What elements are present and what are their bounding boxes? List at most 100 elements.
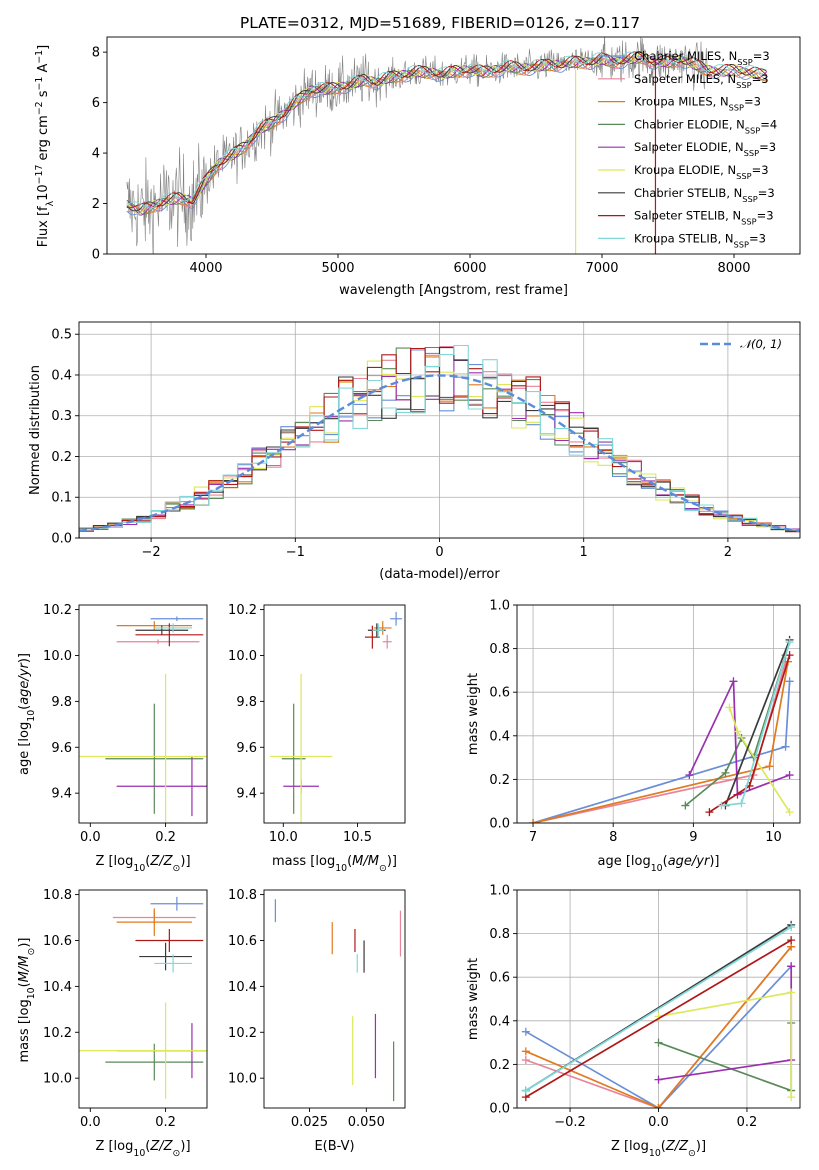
x-tick-label: 0.025	[291, 1115, 328, 1130]
y-tick-label: 0.8	[489, 642, 510, 657]
series-point	[681, 801, 690, 810]
errorbar-salpeter-miles	[116, 639, 200, 645]
axes-frame	[78, 321, 801, 539]
panel-age_vs_Z: 0.0 0.2 9.4 9.6 9.8 10.0 10.2 Z [log10(Z/Z⊙)] ag…	[17, 603, 208, 874]
errorbar-chabrier-elodie	[281, 703, 306, 814]
legend-label-chabrier-stelib: Chabrier STELIB, NSSP=3	[634, 186, 775, 204]
x-axis-label: wavelength [Angstrom, rest frame]	[339, 283, 568, 298]
y-tick-label: 9.6	[236, 741, 257, 756]
x-tick-label: −2	[142, 545, 161, 560]
y-tick-label: 0	[92, 248, 100, 263]
axes-frame	[263, 604, 406, 824]
series-point	[787, 962, 796, 971]
series-point	[787, 988, 796, 997]
x-tick-label: −0.2	[554, 1115, 586, 1130]
x-tick-label: 5000	[321, 261, 354, 276]
y-tick-label: 10.2	[43, 1026, 72, 1041]
series-point	[787, 936, 796, 945]
series-point	[787, 1093, 796, 1102]
series-point	[521, 1027, 530, 1036]
x-tick-label: 10.5	[343, 830, 372, 845]
errorbar-kroupa-elodie	[79, 673, 207, 823]
series-point	[529, 819, 538, 823]
x-axis-label: Z [log10(Z/Z⊙)]	[95, 854, 190, 874]
panel-mass_vs_ebv: 0.025 0.050 10.0 10.2 10.4 10.6 10.8 E(B-V)	[228, 888, 406, 1154]
x-tick-label: 0.0	[80, 830, 101, 845]
y-tick-label: 0.8	[489, 927, 510, 942]
series-point	[521, 1047, 530, 1056]
y-tick-label: 9.8	[51, 695, 72, 710]
y-tick-label: 10.6	[43, 934, 72, 949]
y-tick-label: 0.2	[489, 1058, 510, 1073]
errorbar-kroupa-elodie	[269, 673, 333, 823]
errorbar-salpeter-stelib	[135, 929, 204, 952]
series-point	[717, 801, 726, 810]
y-tick-label: 10.0	[43, 649, 72, 664]
errorbar-salpeter-elodie	[116, 756, 207, 817]
y-tick-label: 9.6	[51, 741, 72, 756]
series-line	[525, 939, 792, 1098]
series-point	[737, 799, 746, 808]
x-axis-label: E(B-V)	[314, 1139, 354, 1154]
legend-label-chabrier-elodie: Chabrier ELODIE, NSSP=4	[634, 117, 777, 135]
series-point	[705, 808, 714, 817]
y-tick-label: 0.4	[489, 1014, 510, 1029]
series-kroupa-miles	[529, 657, 792, 823]
series-point	[781, 742, 790, 751]
axes-frame	[516, 604, 801, 824]
y-tick-label: 0.1	[51, 491, 72, 506]
errorbar-chabrier-elodie	[105, 703, 204, 814]
y-axis-label: mass [log10(M/M⊙)]	[17, 938, 37, 1063]
legend: 𝒩(0, 1)	[700, 337, 782, 351]
series-chabrier-miles	[529, 677, 794, 823]
y-tick-label: 1.0	[489, 884, 510, 899]
x-axis-label: Z [log10(Z/Z⊙)]	[95, 1139, 190, 1159]
y-tick-label: 9.4	[51, 787, 72, 802]
figure-title: PLATE=0312, MJD=51689, FIBERID=0126, z=0…	[240, 14, 640, 32]
legend-label-kroupa-elodie: Kroupa ELODIE, NSSP=3	[634, 163, 769, 181]
series-line	[658, 966, 793, 1081]
y-tick-label: 10.0	[228, 649, 257, 664]
hist-kroupa-stelib	[79, 344, 800, 538]
errorbar-kroupa-miles	[116, 908, 192, 936]
series-point	[685, 771, 694, 780]
series-point	[654, 1038, 663, 1047]
series-point	[785, 808, 794, 817]
errorbar-salpeter-stelib	[135, 623, 204, 647]
y-tick-label: 9.4	[236, 787, 257, 802]
y-tick-label: 10.6	[228, 934, 257, 949]
errorbar-salpeter-stelib	[364, 625, 380, 649]
x-tick-label: 8	[609, 830, 617, 845]
x-tick-label: 1	[580, 545, 588, 560]
series-line	[658, 1023, 793, 1092]
x-tick-label: 2	[724, 545, 732, 560]
legend-label-chabrier-miles: Chabrier MILES, NSSP=3	[634, 49, 770, 67]
errorbar-kroupa-elodie	[79, 1002, 207, 1099]
y-tick-label: 10.0	[228, 1072, 257, 1087]
y-tick-label: 2	[92, 197, 100, 212]
y-tick-label: 10.2	[228, 603, 257, 618]
plot-area	[79, 896, 207, 1099]
x-tick-label: 0.0	[80, 1115, 101, 1130]
errorbar-chabrier-miles	[150, 616, 204, 622]
errorbar-kroupa-stelib	[154, 954, 192, 973]
series-point	[733, 727, 742, 736]
series-line	[688, 680, 790, 796]
x-tick-label: 0.050	[348, 1115, 385, 1130]
y-axis-label: mass weight	[466, 673, 481, 755]
y-tick-label: 0.4	[51, 368, 72, 383]
y-tick-label: 0.2	[51, 450, 72, 465]
plot-area	[529, 635, 794, 823]
panel-spectrum: 4000 5000 6000 7000 8000 0 2 4 6 8 wavelength [Ang…	[34, 36, 801, 298]
series-kroupa-stelib	[521, 923, 796, 1095]
axes-frame	[263, 889, 406, 1109]
plot-area	[269, 611, 403, 823]
y-axis-label: Normed distribution	[28, 365, 43, 495]
legend-label-salpeter-elodie: Salpeter ELODIE, NSSP=3	[634, 140, 776, 158]
series-line	[658, 991, 793, 1098]
y-tick-label: 0.3	[51, 409, 72, 424]
x-axis-label: mass [log10(M/M⊙)]	[272, 854, 397, 874]
y-tick-label: 0.0	[489, 817, 510, 832]
x-tick-label: 9	[689, 830, 697, 845]
